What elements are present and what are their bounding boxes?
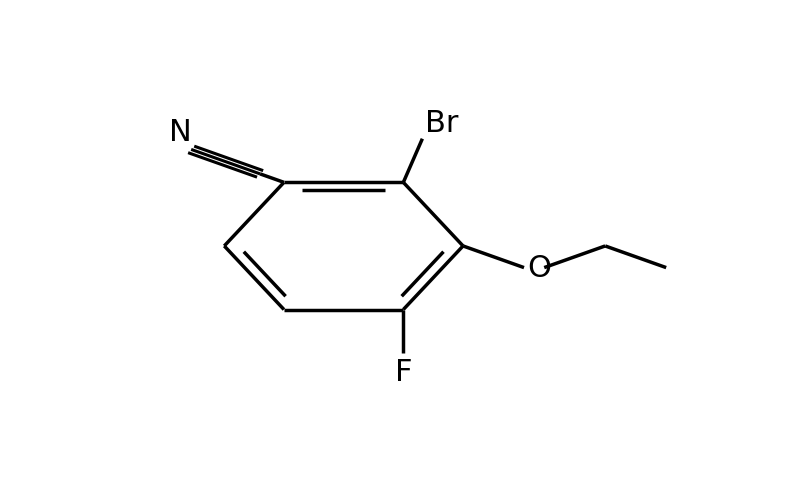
Text: O: O xyxy=(527,254,551,283)
Text: N: N xyxy=(169,118,191,146)
Text: Br: Br xyxy=(426,109,459,138)
Text: F: F xyxy=(394,358,412,386)
